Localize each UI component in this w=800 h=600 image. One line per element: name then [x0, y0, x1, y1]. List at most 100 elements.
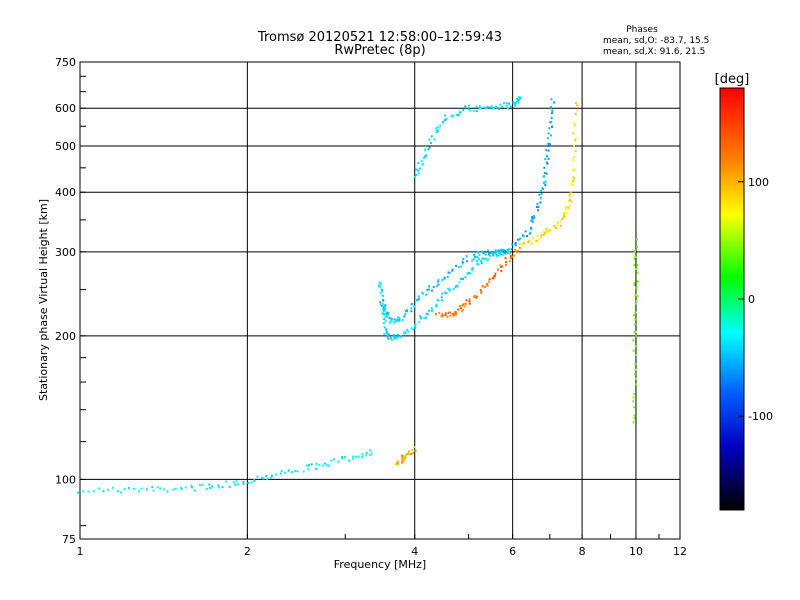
data-point: [427, 288, 430, 291]
data-point: [428, 138, 431, 141]
data-point: [388, 316, 391, 319]
data-point: [389, 337, 392, 340]
data-point: [473, 295, 476, 298]
data-point: [325, 464, 328, 467]
data-point: [433, 138, 436, 141]
data-point: [517, 101, 520, 104]
data-point: [343, 456, 346, 459]
data-point: [486, 284, 489, 287]
data-point: [445, 118, 448, 121]
data-point: [536, 203, 539, 206]
data-point: [543, 232, 546, 235]
data-point: [385, 315, 388, 318]
data-point: [494, 272, 497, 275]
data-point: [394, 463, 397, 466]
data-point: [454, 313, 457, 316]
chart-subtitle: RwPretec (8p): [334, 43, 425, 58]
data-point: [432, 286, 435, 289]
data-point: [634, 377, 637, 380]
data-point: [253, 479, 256, 482]
data-point: [540, 192, 543, 195]
data-point: [508, 102, 511, 105]
data-point: [417, 295, 420, 298]
data-point: [232, 481, 235, 484]
data-point: [390, 317, 393, 320]
data-point: [279, 472, 282, 475]
data-point: [461, 304, 464, 307]
data-point: [457, 113, 460, 116]
data-point: [428, 285, 431, 288]
data-point: [632, 421, 635, 424]
data-point: [397, 317, 400, 320]
data-point: [400, 461, 403, 464]
data-point: [547, 132, 550, 135]
data-point: [573, 122, 576, 125]
data-point: [466, 272, 469, 275]
data-point: [498, 108, 501, 111]
stats-line-o: mean, sd,O: -83.7, 15.5: [603, 36, 709, 46]
data-point: [480, 260, 483, 263]
data-point: [635, 286, 638, 289]
data-point: [483, 285, 486, 288]
data-point: [634, 362, 637, 365]
data-point: [542, 188, 545, 191]
data-point: [546, 162, 549, 165]
data-point: [404, 332, 407, 335]
data-point: [190, 484, 193, 487]
data-point: [503, 252, 506, 255]
data-point: [396, 461, 399, 464]
x-axis-ticks: 1 2 4 6 8 10 12: [77, 534, 687, 558]
data-point: [574, 137, 577, 140]
data-point: [242, 480, 245, 483]
data-point: [402, 459, 405, 462]
data-point: [475, 295, 478, 298]
data-point: [385, 313, 388, 316]
data-point: [476, 256, 479, 259]
data-point: [430, 135, 433, 138]
data-point: [501, 105, 504, 108]
data-point: [275, 473, 278, 476]
data-point: [235, 480, 238, 483]
data-point: [341, 456, 344, 459]
data-point: [572, 132, 575, 135]
data-point: [505, 102, 508, 105]
data-point: [382, 305, 385, 308]
data-point: [291, 471, 294, 474]
data-point: [383, 326, 386, 329]
data-point: [506, 252, 509, 255]
data-point: [365, 451, 368, 454]
data-point: [412, 451, 415, 454]
data-point: [318, 463, 321, 466]
x-tick-label: 10: [629, 545, 643, 558]
data-point: [449, 314, 452, 317]
data-point: [510, 248, 513, 251]
data-point: [494, 251, 497, 254]
data-point: [526, 235, 529, 238]
data-point: [406, 328, 409, 331]
data-point: [532, 236, 535, 239]
data-point: [396, 333, 399, 336]
data-point: [572, 144, 575, 147]
data-point: [447, 311, 450, 314]
data-point: [454, 311, 457, 314]
data-point: [455, 113, 458, 116]
data-point: [417, 162, 420, 165]
data-point: [394, 335, 397, 338]
data-point: [536, 234, 539, 237]
data-point: [386, 333, 389, 336]
grid: [80, 62, 680, 539]
data-point: [423, 156, 426, 159]
data-point: [548, 121, 551, 124]
data-point: [330, 459, 333, 462]
data-point: [516, 238, 519, 241]
data-point: [430, 141, 433, 144]
data-point: [98, 487, 101, 490]
data-point: [633, 250, 636, 253]
y-tick-label: 600: [55, 102, 76, 115]
data-point: [483, 106, 486, 109]
data-point: [271, 474, 274, 477]
data-point: [490, 105, 493, 108]
data-point: [635, 299, 638, 302]
data-point: [421, 291, 424, 294]
data-point: [486, 283, 489, 286]
